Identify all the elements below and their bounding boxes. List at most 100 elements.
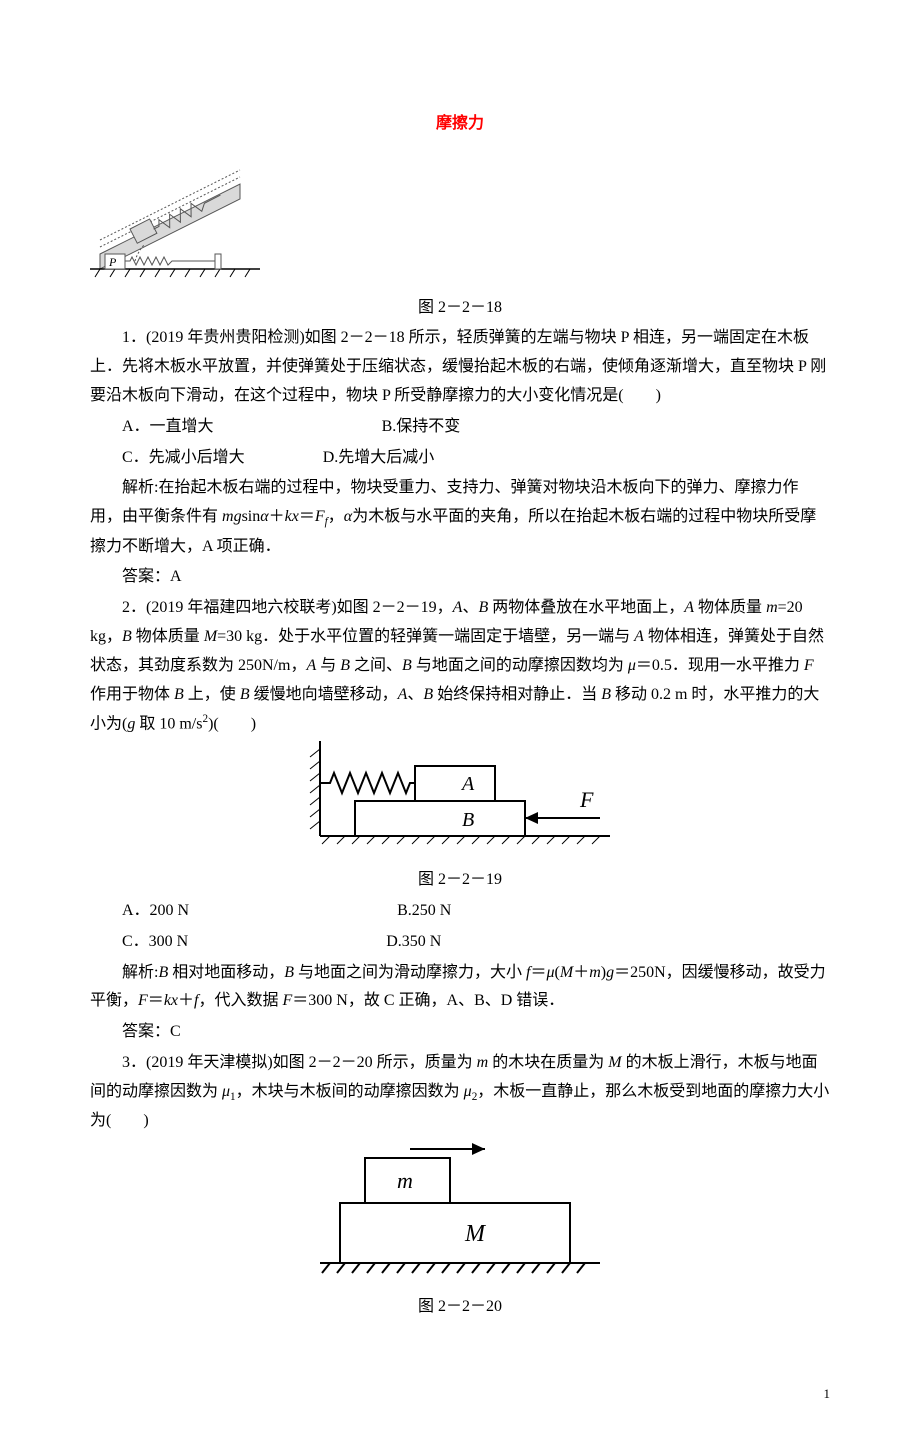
figure-2-caption: 图 2－2－19	[90, 866, 830, 895]
q2-s10: 之间、	[350, 657, 402, 674]
q2-s13: 作用于物体	[90, 686, 174, 703]
q1-optC: C．先减小后增大	[122, 449, 245, 466]
q2-e6: ＋	[573, 964, 589, 981]
q2-eB2: B	[284, 964, 294, 981]
q2-B5: B	[174, 686, 184, 703]
q2-stem: 2．(2019 年福建四地六校联考)如图 2－2－19，A、B 两物体叠放在水平…	[90, 594, 830, 739]
q2-s11: 与地面之间的动摩擦因数均为	[412, 657, 628, 674]
q3-mu1: μ	[222, 1083, 230, 1100]
q1-options-row2: C．先减小后增大 D.先增大后减小	[90, 444, 830, 473]
q1-stem: 1．(2019 年贵州贵阳检测)如图 2－2－18 所示，轻质弹簧的左端与物块 …	[90, 324, 830, 410]
fig2-labelF: F	[579, 787, 594, 812]
q2-s6: 物体质量	[132, 628, 204, 645]
q2-mu: μ	[628, 657, 636, 674]
q2-e11: ，代入数据	[198, 992, 282, 1009]
q2-s16: 、	[407, 686, 423, 703]
q2-s4: 物体质量	[694, 599, 766, 616]
q2-s2: 、	[462, 599, 478, 616]
q2-s17: 始终保持相对静止．当	[433, 686, 601, 703]
q1-sin: sin	[242, 508, 261, 525]
q2-e10: ＋	[178, 992, 194, 1009]
q2-em: m	[589, 964, 601, 981]
q2-A3: A	[634, 628, 644, 645]
figure-2: A B F	[90, 741, 830, 862]
q2-e1: 解析:	[122, 964, 158, 981]
q2-A1: A	[453, 599, 463, 616]
q2-s9: 与	[316, 657, 340, 674]
q1-mg: mg	[222, 508, 242, 525]
stacked-blocks-diagram: m M	[310, 1138, 610, 1278]
q2-options-row2: C．300 N D.350 N	[90, 928, 830, 957]
q2-emu: μ	[547, 964, 555, 981]
q2-optD: D.350 N	[386, 933, 441, 950]
q2-eF2: F	[283, 992, 293, 1009]
q2-s14: 上，使	[184, 686, 240, 703]
q3-s4: ，木块与木板间的动摩擦因数为	[236, 1083, 464, 1100]
q3-m: m	[477, 1054, 489, 1071]
fig3-labelm: m	[397, 1168, 413, 1193]
q2-F: F	[804, 657, 814, 674]
q2-eB1: B	[158, 964, 168, 981]
q2-s19: 取 10 m/s	[135, 716, 202, 733]
page-title: 摩擦力	[90, 110, 830, 139]
q2-A2: A	[684, 599, 694, 616]
q2-optB: B.250 N	[397, 902, 451, 919]
fig3-labelM: M	[464, 1221, 487, 1247]
q2-s12: ＝0.5．现用一水平推力	[636, 657, 804, 674]
q2-ekx: kx	[164, 992, 178, 1009]
q1-optA: A．一直增大	[122, 418, 214, 435]
q3-s2: 的木块在质量为	[488, 1054, 608, 1071]
q2-s20: )( )	[208, 716, 256, 733]
q1-F: F	[315, 508, 325, 525]
q2-e2: 相对地面移动，	[168, 964, 284, 981]
q1-mid: ，	[328, 508, 344, 525]
q3-stem: 3．(2019 年天津模拟)如图 2－2－20 所示，质量为 m 的木块在质量为…	[90, 1049, 830, 1136]
q1-options-row1: A．一直增大 B.保持不变	[90, 413, 830, 442]
q1-alpha: α	[260, 508, 268, 525]
q2-e3: 与地面之间为滑动摩擦力，大小	[294, 964, 526, 981]
q1-alpha2: α	[344, 508, 352, 525]
fig2-labelB: B	[462, 809, 474, 831]
q2-e12: ＝300 N，故 C 正确，A、B、D 错误．	[292, 992, 564, 1009]
q2-A5: A	[398, 686, 408, 703]
incline-spring-diagram: P	[90, 169, 260, 279]
q1-explanation: 解析:在抬起木板右端的过程中，物块受重力、支持力、弹簧对物块沿木板向下的弹力、摩…	[90, 474, 830, 561]
q2-optA: A．200 N	[122, 902, 189, 919]
page-number: 1	[90, 1382, 830, 1405]
spring-blocks-diagram: A B F	[300, 741, 620, 851]
q2-B4: B	[402, 657, 412, 674]
q2-optC: C．300 N	[122, 933, 188, 950]
q2-s15: 缓慢地向墙壁移动，	[250, 686, 398, 703]
figure-3-caption: 图 2－2－20	[90, 1293, 830, 1322]
q3-mu2: μ	[464, 1083, 472, 1100]
q2-s1: 2．(2019 年福建四地六校联考)如图 2－2－19，	[122, 599, 453, 616]
q2-B7: B	[423, 686, 433, 703]
q2-eg: g	[606, 964, 614, 981]
q2-answer: 答案：C	[90, 1018, 830, 1047]
q2-B3: B	[340, 657, 350, 674]
q1-kx: kx	[285, 508, 299, 525]
q2-m: m	[766, 599, 778, 616]
figure-1: P	[90, 169, 830, 290]
q2-B2: B	[122, 628, 132, 645]
q2-A4: A	[306, 657, 316, 674]
q2-eF: F	[138, 992, 148, 1009]
figure-1-caption: 图 2－2－18	[90, 294, 830, 323]
q2-B8: B	[601, 686, 611, 703]
q2-explanation: 解析:B 相对地面移动，B 与地面之间为滑动摩擦力，大小 f＝μ(M＋m)g＝2…	[90, 959, 830, 1017]
q1-eq: ＝	[299, 508, 315, 525]
q2-e9: ＝	[148, 992, 164, 1009]
q2-eM: M	[560, 964, 573, 981]
fig2-labelA: A	[460, 773, 475, 795]
q2-options-row1: A．200 N B.250 N	[90, 897, 830, 926]
q2-B1: B	[478, 599, 488, 616]
q2-B6: B	[240, 686, 250, 703]
q2-M: M	[204, 628, 217, 645]
svg-text:P: P	[108, 255, 117, 269]
q1-plus: ＋	[269, 508, 285, 525]
q1-answer: 答案：A	[90, 563, 830, 592]
q1-optB: B.保持不变	[382, 418, 461, 435]
q2-e4: ＝	[531, 964, 547, 981]
q2-s3: 两物体叠放在水平地面上，	[488, 599, 684, 616]
q3-M: M	[608, 1054, 621, 1071]
